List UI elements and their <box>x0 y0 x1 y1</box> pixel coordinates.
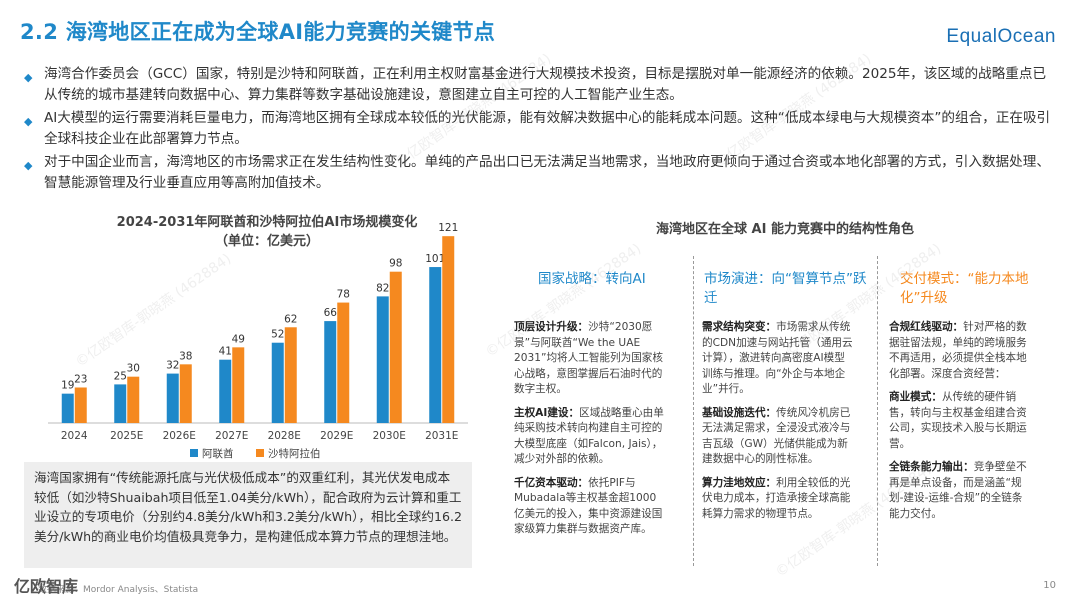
column-heading-strategy: 国家战略：转向AI <box>538 271 646 287</box>
x-tick-label: 2029E <box>320 430 353 442</box>
bar-saudi <box>389 271 402 423</box>
equalocean-logo: EqualOcean <box>946 26 1056 47</box>
bullet-list: ◆ 海湾合作委员会（GCC）国家，特别是沙特和阿联酋，正在利用主权财富基金进行大规… <box>24 64 1059 196</box>
x-tick-label: 2031E <box>425 430 458 442</box>
source-note: 数据来源：Mordor Analysis、Statista <box>38 585 199 595</box>
corner-watermark: 亿欧智库 <box>14 577 79 596</box>
bar-uae <box>376 296 389 423</box>
card-item: 合规红线驱动：针对严格的数据驻留法规，单纯的跨境服务不再适用，必须提供全栈本地化… <box>889 321 1027 380</box>
bar-value-label: 98 <box>389 258 402 270</box>
bar-saudi <box>284 327 297 423</box>
card-item: 商业模式：从传统的硬件销售，转向与主权基金组建合资公司，实现技术入股与长期运营。 <box>889 391 1027 450</box>
bar-value-label: 49 <box>232 333 245 345</box>
bar-uae <box>61 393 74 423</box>
bar-saudi <box>179 364 192 423</box>
bar-saudi <box>74 387 87 423</box>
card-item: 顶层设计升级：沙特“2030愿景”与阿联酋“We the UAE 2031”均将… <box>514 321 663 395</box>
legend-label: 沙特阿拉伯 <box>268 447 321 460</box>
legend-swatch <box>256 449 264 457</box>
x-tick-label: 2026E <box>163 430 196 442</box>
bullet-item: ◆ 对于中国企业而言，海湾地区的市场需求正在发生结构性变化。单纯的产品出口已无法满… <box>24 154 1050 191</box>
bar-saudi <box>337 302 350 423</box>
page-number: 10 <box>1043 580 1056 591</box>
bar-uae <box>166 373 179 423</box>
page-title: 2.2 海湾地区正在成为全球AI能力竞赛的关键节点 <box>20 20 496 44</box>
x-tick-label: 2028E <box>268 430 301 442</box>
structural-role-title: 海湾地区在全球 AI 能力竞赛中的结构性角色 <box>656 222 914 237</box>
column-heading-market: 市场演进：向“智算节点”跃迁 <box>704 271 867 306</box>
bullet-item: ◆ 海湾合作委员会（GCC）国家，特别是沙特和阿联酋，正在利用主权财富基金进行大规… <box>24 66 1047 103</box>
column-delivery: 合规红线驱动：针对严格的数据驻留法规，单纯的跨境服务不再适用，必须提供全栈本地化… <box>889 320 1027 530</box>
card-item: 算力洼地效应：利用全较低的光伏电力成本，打造承接全球高能耗算力需求的物理节点。 <box>702 476 851 520</box>
bar-uae <box>324 321 337 423</box>
column-strategy: 顶层设计升级：沙特“2030愿景”与阿联酋“We the UAE 2031”均将… <box>514 320 664 546</box>
bar-value-label: 30 <box>127 363 140 375</box>
bar-value-label: 121 <box>438 222 458 234</box>
chart-title: 2024-2031年阿联酋和沙特阿拉伯AI市场规模变化 （单位：亿美元） <box>116 215 418 249</box>
note-box: 海湾国家拥有“传统能源托底与光伏极低成本”的双重红利，其光伏发电成本较低（如沙特… <box>24 462 472 568</box>
bar-uae <box>219 359 232 423</box>
legend-label: 阿联酋 <box>202 447 234 460</box>
bar-saudi <box>442 236 455 423</box>
bar-value-label: 19 <box>61 380 74 392</box>
bar-uae <box>429 267 442 423</box>
column-divider <box>877 256 878 566</box>
bar-value-label: 66 <box>324 307 338 319</box>
bar-value-label: 32 <box>166 360 179 372</box>
bar-value-label: 38 <box>179 350 192 362</box>
x-tick-label: 2025E <box>110 430 143 442</box>
bar-uae <box>271 342 284 423</box>
bar-value-label: 78 <box>337 289 350 301</box>
bar-value-label: 25 <box>114 370 127 382</box>
column-divider <box>693 256 694 566</box>
bar-value-label: 82 <box>376 282 389 294</box>
x-tick-label: 2024 <box>61 430 88 442</box>
x-tick-label: 2030E <box>373 430 406 442</box>
column-heading-delivery: 交付模式：“能力本地化”升级 <box>900 271 1029 306</box>
bar-value-label: 23 <box>74 373 87 385</box>
diamond-bullet-icon: ◆ <box>24 115 33 128</box>
card-item: 千亿资本驱动：依托PIF与Mubadala等主权基金超1000亿美元的投入，集中… <box>514 476 663 536</box>
legend-swatch <box>190 449 198 457</box>
card-item: 基础设施迭代：传统风冷机房已无法满足需求，全浸没式液冷与吉瓦级（GW）光储供能成… <box>702 406 851 466</box>
card-item: 全链条能力输出：竞争壁垒不再是单点设备，而是涵盖“规划-建设-运维-合规”的全链… <box>889 461 1027 520</box>
bar-value-label: 62 <box>284 313 297 325</box>
bar-saudi <box>232 347 245 423</box>
diamond-bullet-icon: ◆ <box>24 71 33 84</box>
bar-saudi <box>127 376 140 423</box>
bullet-item: ◆ AI大模型的运行需要消耗巨量电力，而海湾地区拥有全球成本较低的光伏能源，能有效… <box>24 110 1051 147</box>
bar-value-label: 52 <box>271 329 284 341</box>
x-tick-label: 2027E <box>215 430 248 442</box>
bar-uae <box>114 384 127 423</box>
card-item: 需求结构突变：市场需求从传统的CDN加速与网站托管（通用云计算），激进转向高密度… <box>702 321 853 395</box>
card-item: 主权AI建设：区域战略重心由单纯采购技术转向构建自主可控的大模型底座（如Falc… <box>514 406 664 466</box>
bar-value-label: 101 <box>425 253 445 265</box>
bar-value-label: 41 <box>219 346 232 358</box>
diamond-bullet-icon: ◆ <box>24 159 33 172</box>
column-market: 需求结构突变：市场需求从传统的CDN加速与网站托管（通用云计算），激进转向高密度… <box>702 320 854 530</box>
